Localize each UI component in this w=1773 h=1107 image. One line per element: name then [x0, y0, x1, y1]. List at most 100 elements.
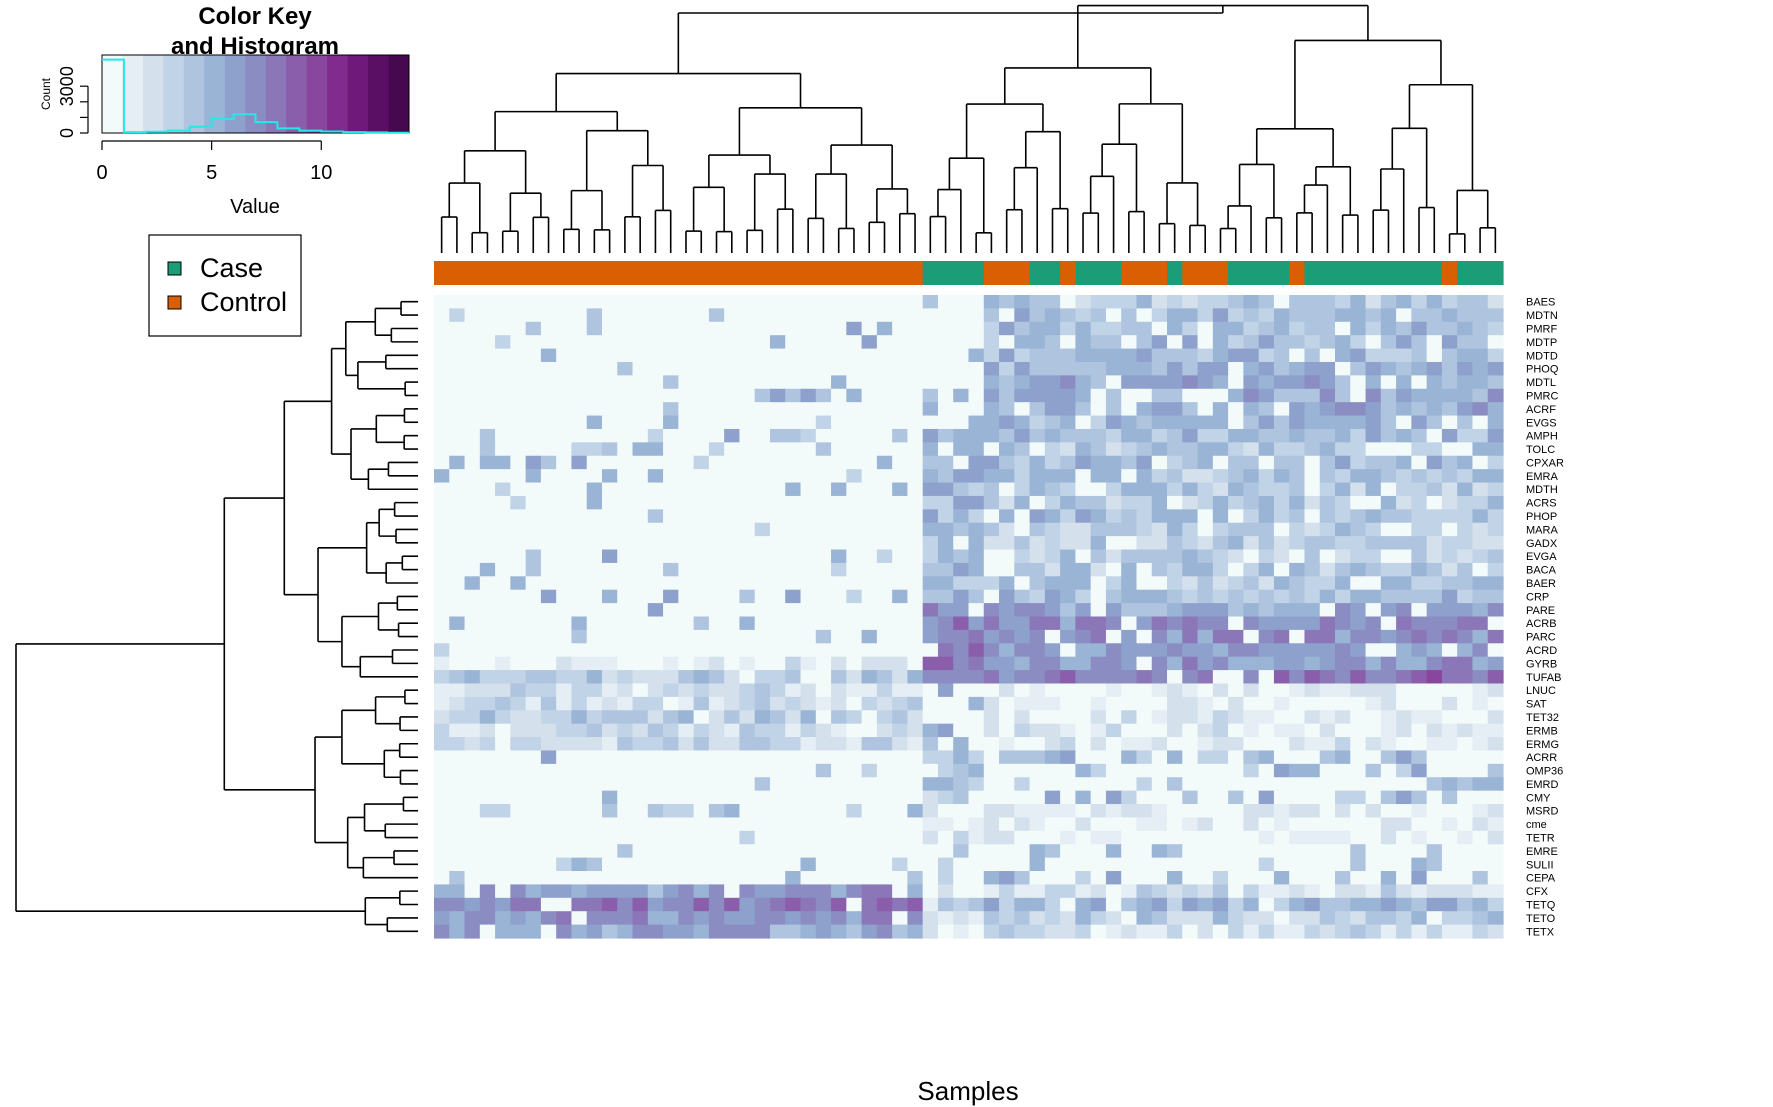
group-bar-cell	[892, 261, 909, 285]
heatmap-cell	[586, 536, 603, 551]
heatmap-cell	[1060, 871, 1076, 886]
heatmap-cell	[1380, 469, 1397, 484]
heatmap-cell	[1273, 335, 1290, 350]
heatmap-cell	[632, 683, 649, 698]
heatmap-cell	[556, 723, 573, 738]
heatmap-cell	[815, 335, 832, 350]
heatmap-cell	[1273, 911, 1290, 926]
heatmap-cell	[846, 656, 863, 671]
heatmap-cell	[617, 455, 634, 470]
heatmap-cell	[1044, 295, 1061, 309]
heatmap-cell	[1472, 763, 1489, 778]
heatmap-cell	[601, 402, 618, 417]
heatmap-cell	[510, 670, 527, 685]
heatmap-cell	[754, 482, 771, 497]
heatmap-cell	[1121, 576, 1138, 591]
heatmap-cell	[861, 576, 878, 591]
heatmap-cell	[1258, 482, 1275, 497]
heatmap-cell	[525, 763, 542, 778]
color-key-x-tick-label: 0	[96, 162, 107, 184]
heatmap-cell	[800, 750, 817, 765]
heatmap-cell	[1350, 683, 1367, 698]
heatmap-cell	[1182, 924, 1199, 939]
heatmap-cell	[1319, 723, 1336, 738]
heatmap-cell	[1243, 844, 1260, 859]
heatmap-cell	[953, 871, 970, 886]
heatmap-cell	[999, 469, 1015, 484]
heatmap-cell	[464, 415, 481, 430]
heatmap-cell	[1075, 924, 1092, 939]
heatmap-cell	[800, 643, 817, 658]
heatmap-cell	[1273, 375, 1290, 390]
heatmap-cell	[983, 589, 1000, 604]
heatmap-cell	[937, 442, 954, 457]
heatmap-cell	[1090, 589, 1107, 604]
heatmap-cell	[1167, 750, 1183, 765]
heatmap-cell	[724, 415, 741, 430]
heatmap-cell	[586, 549, 603, 564]
heatmap-cell	[1472, 737, 1489, 752]
heatmap-cell	[479, 428, 496, 443]
heatmap-cell	[815, 549, 832, 564]
heatmap-cell	[724, 804, 741, 819]
heatmap-cell	[479, 830, 496, 845]
heatmap-cell	[815, 683, 832, 698]
heatmap-cell	[632, 737, 649, 752]
heatmap-cell	[739, 549, 756, 564]
heatmap-cell	[1380, 817, 1397, 832]
heatmap-cell	[1304, 857, 1321, 872]
heatmap-cell	[1304, 871, 1321, 886]
heatmap-cell	[708, 402, 725, 417]
heatmap-cell	[1350, 723, 1367, 738]
heatmap-cell	[434, 777, 450, 792]
heatmap-cell	[1472, 402, 1489, 417]
heatmap-cell	[1258, 442, 1275, 457]
heatmap-cell	[1441, 375, 1458, 390]
heatmap-cell	[510, 723, 527, 738]
heatmap-cell	[1182, 683, 1199, 698]
heatmap-cell	[1060, 643, 1076, 658]
heatmap-cell	[1197, 710, 1214, 725]
heatmap-cell	[479, 536, 496, 551]
heatmap-cell	[540, 737, 557, 752]
group-bar-cell	[1396, 261, 1412, 285]
heatmap-cell	[1197, 562, 1214, 577]
heatmap-cell	[464, 562, 481, 577]
heatmap-cell	[601, 763, 618, 778]
heatmap-cell	[1197, 817, 1214, 832]
heatmap-cell	[495, 455, 511, 470]
heatmap-cell	[1350, 295, 1367, 309]
heatmap-cell	[1243, 442, 1260, 457]
heatmap-cell	[495, 415, 511, 430]
heatmap-cell	[754, 656, 771, 671]
heatmap-cell	[968, 348, 985, 363]
heatmap-cell	[464, 656, 481, 671]
heatmap-cell	[1044, 750, 1061, 765]
heatmap-cell	[678, 871, 695, 886]
heatmap-cell	[1044, 710, 1061, 725]
heatmap-cell	[1411, 361, 1428, 376]
heatmap-cell	[815, 308, 832, 323]
heatmap-cell	[1487, 696, 1504, 711]
heatmap-cell	[1426, 763, 1443, 778]
heatmap-cell	[678, 361, 695, 376]
heatmap-cell	[708, 321, 725, 336]
heatmap-cell	[556, 388, 573, 403]
gene-label: TETQ	[1526, 900, 1556, 912]
heatmap-cell	[892, 670, 909, 685]
heatmap-cell	[983, 683, 1000, 698]
heatmap-cell	[1426, 469, 1443, 484]
heatmap-cell	[1182, 415, 1199, 430]
heatmap-cell	[999, 576, 1015, 591]
heatmap-cell	[785, 871, 802, 886]
heatmap-cell	[739, 469, 756, 484]
heatmap-cell	[1441, 763, 1458, 778]
heatmap-cell	[1396, 629, 1412, 644]
heatmap-cell	[1380, 402, 1397, 417]
heatmap-cell	[1258, 616, 1275, 631]
heatmap-cell	[1457, 536, 1474, 551]
heatmap-cell	[540, 884, 557, 899]
heatmap-cell	[846, 536, 863, 551]
heatmap-cell	[1472, 361, 1489, 376]
heatmap-cell	[1396, 670, 1412, 685]
